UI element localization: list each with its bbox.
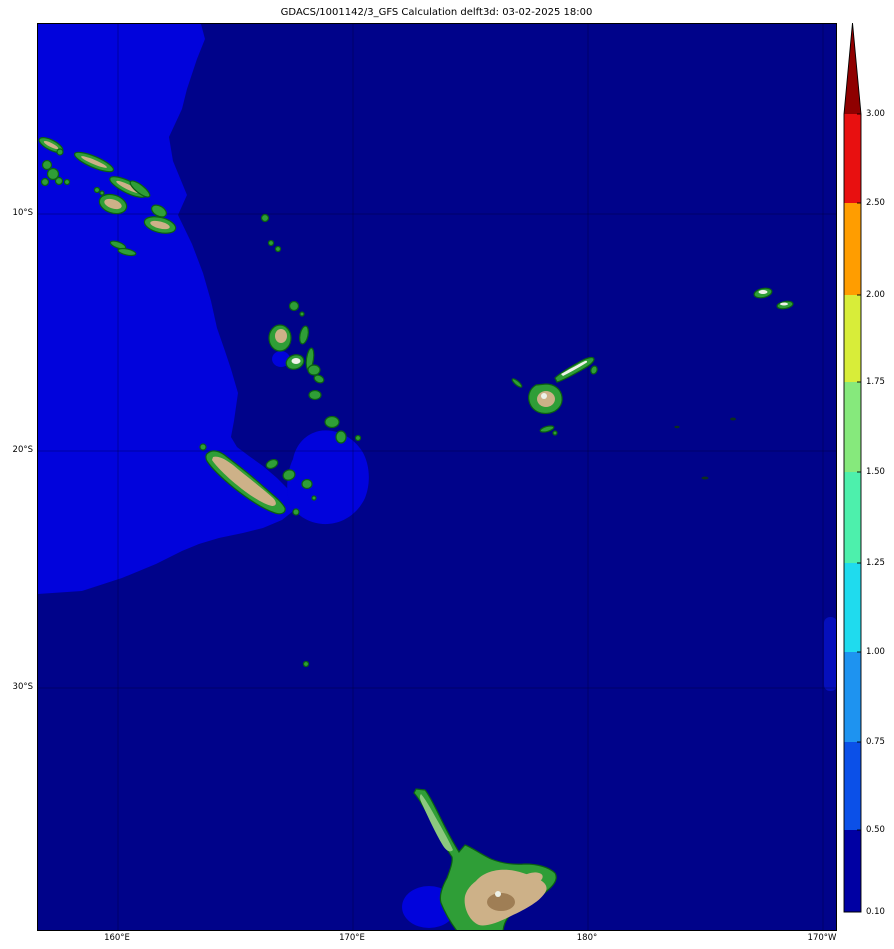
colorbar-label-1.75: 1.75 (866, 377, 885, 387)
map-canvas (37, 23, 837, 931)
solomon-islands (38, 137, 177, 257)
colorbar-band-1.25-1.50 (844, 472, 861, 563)
new-zealand-north-island (413, 788, 557, 930)
colorbar-band-0.10-0.50 (844, 830, 861, 912)
santa-cruz-islands (260, 213, 282, 253)
colorbar-label-1.00: 1.00 (866, 647, 885, 657)
colorbar-band-1.50-1.75 (844, 382, 861, 472)
colorbar-band-2.00-2.50 (844, 203, 861, 295)
colorbar-label-1.50: 1.50 (866, 467, 885, 477)
colorbar-label-2.50: 2.50 (866, 198, 885, 208)
bright-water-region (38, 24, 836, 928)
x-axis-label-170e: 170°E (339, 933, 365, 943)
map-svg (38, 24, 836, 930)
colorbar-band-1.00-1.25 (844, 563, 861, 652)
new-caledonia (199, 443, 317, 516)
plot-title: GDACS/1001142/3_GFS Calculation delft3d:… (280, 7, 593, 18)
right-edge-wave-patch (824, 617, 836, 691)
colorbar-band-2.50-3.00 (844, 114, 861, 203)
colorbar-label-0.75: 0.75 (866, 737, 885, 747)
samoa-islands (753, 287, 794, 310)
colorbar-label-0.50: 0.50 (866, 825, 885, 835)
graticule-gridlines (38, 24, 836, 930)
colorbar-band-0.50-0.75 (844, 742, 861, 830)
fiji-islands (511, 356, 598, 436)
colorbar-svg (843, 22, 862, 913)
colorbar-band-1.75-2.00 (844, 295, 861, 382)
colorbar-label-2.00: 2.00 (866, 290, 885, 300)
y-axis-label-20s: 20°S (12, 445, 33, 455)
colorbar-ticks (857, 113, 861, 913)
x-axis-label-180: 180° (576, 933, 598, 943)
colorbar-label-0.10: 0.10 (866, 907, 885, 917)
colorbar (843, 22, 867, 918)
colorbar-band-over-3 (844, 23, 861, 114)
norfolk-island (302, 660, 310, 668)
colorbar-label-1.25: 1.25 (866, 558, 885, 568)
small-islets (674, 417, 736, 480)
colorbar-band-0.75-1.00 (844, 652, 861, 742)
y-axis-label-30s: 30°S (12, 682, 33, 692)
x-axis-label-160e: 160°E (104, 933, 130, 943)
y-axis-label-10s: 10°S (12, 208, 33, 218)
x-axis-label-170w: 170°W (807, 933, 837, 943)
colorbar-label-3.00: 3.00 (866, 109, 885, 119)
vanuatu-islands (268, 300, 362, 444)
